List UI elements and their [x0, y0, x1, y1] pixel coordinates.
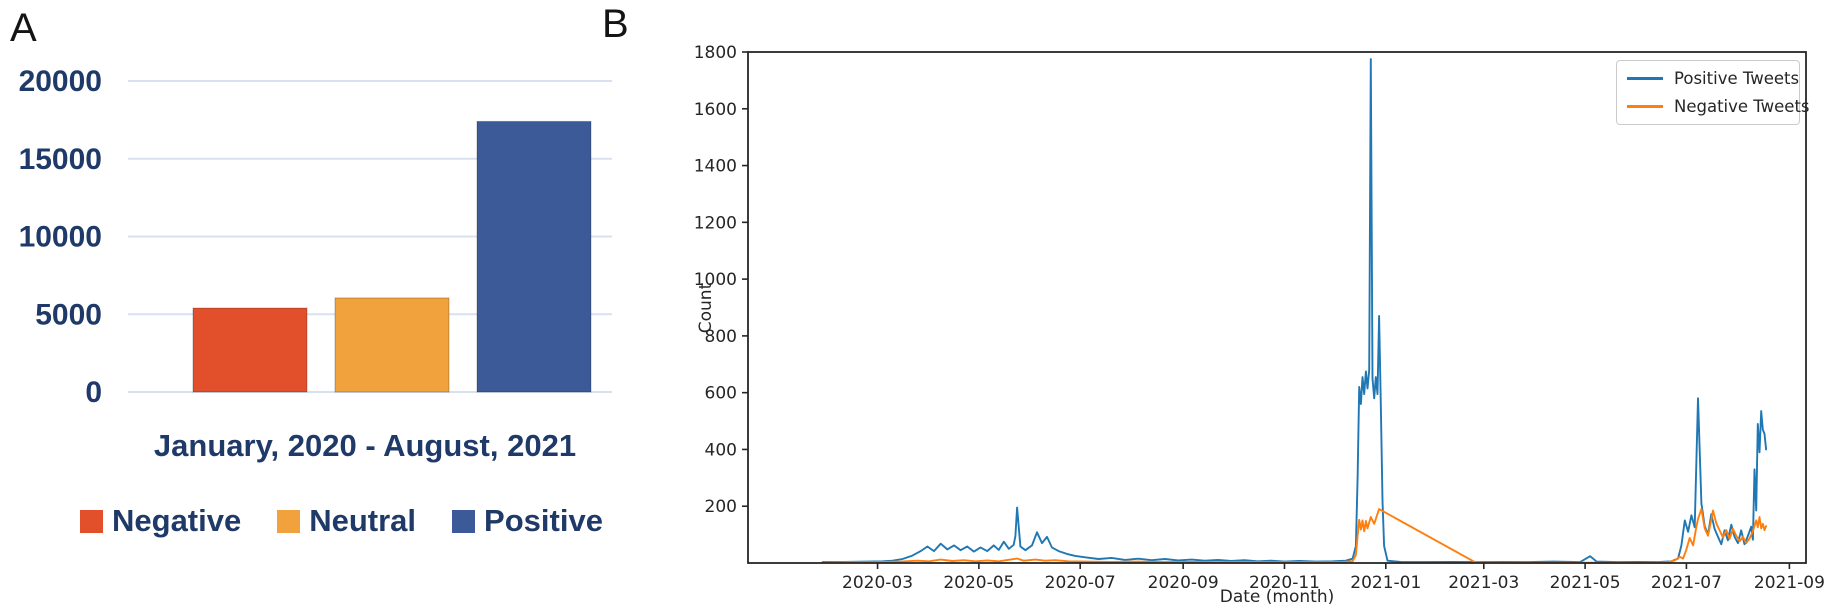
b-x-tick-label: 2021-05: [1550, 573, 1621, 593]
b-y-tick-label: 600: [705, 384, 737, 404]
positive-swatch-icon: [452, 509, 476, 533]
a-y-tick-label: 5000: [35, 298, 102, 331]
a-bar: [476, 120, 592, 393]
b-x-tick-label: 2021-09: [1754, 573, 1825, 593]
b-series-line-1: [821, 508, 1768, 564]
b-x-tick-label: 2021-01: [1350, 573, 1421, 593]
a-y-tick-label: 20000: [19, 65, 102, 98]
b-x-tick-label: 2020-11: [1249, 573, 1320, 593]
b-y-tick-label: 1400: [694, 157, 737, 177]
panel-a-x-axis-title: January, 2020 - August, 2021: [153, 428, 577, 463]
negative-tweets-line-icon: [1627, 105, 1663, 108]
panel-a-legend: Negative Neutral Positive: [80, 503, 620, 539]
a-bar: [192, 307, 308, 393]
legend-label-positive-tweets: Positive Tweets: [1674, 69, 1800, 88]
legend-label-negative-tweets: Negative Tweets: [1674, 97, 1810, 116]
b-y-tick-label: 800: [705, 327, 737, 347]
positive-tweets-line-icon: [1627, 77, 1663, 80]
legend-label-negative: Negative: [112, 503, 242, 538]
panel-b-x-axis-title: Date (month): [1219, 587, 1335, 607]
b-y-tick-label: 1000: [694, 270, 737, 290]
a-y-tick-label: 10000: [19, 221, 102, 254]
negative-swatch-icon: [80, 509, 103, 533]
b-series-line-0: [821, 58, 1768, 564]
a-y-tick-label: 15000: [19, 143, 102, 176]
legend-item-negative-tweets: Negative Tweets: [1627, 97, 1810, 116]
b-y-tick-label: 1800: [694, 43, 737, 63]
b-y-tick-label: 1200: [694, 213, 737, 233]
legend-item-negative: Negative: [80, 503, 241, 539]
legend-label-neutral: Neutral: [309, 503, 417, 538]
b-plot-frame: [747, 51, 1807, 564]
neutral-swatch-icon: [277, 509, 301, 533]
legend-item-positive-tweets: Positive Tweets: [1627, 69, 1799, 88]
legend-item-positive: Positive: [452, 503, 603, 539]
panel-b-y-axis-title: Count: [696, 282, 716, 334]
b-x-tick-label: 2020-07: [1045, 573, 1116, 593]
legend-label-positive: Positive: [484, 503, 603, 538]
b-x-tick-label: 2020-09: [1148, 573, 1219, 593]
a-y-tick-label: 0: [85, 376, 102, 409]
panel-a-label: A: [10, 6, 37, 50]
a-bar: [334, 297, 450, 393]
b-y-tick-label: 200: [705, 497, 737, 517]
b-x-tick-label: 2020-05: [943, 573, 1014, 593]
b-y-tick-label: 400: [705, 440, 737, 460]
b-y-tick-label: 1600: [694, 100, 737, 120]
b-x-tick-label: 2020-03: [842, 573, 913, 593]
b-x-tick-label: 2021-07: [1651, 573, 1722, 593]
legend-item-neutral: Neutral: [277, 503, 416, 539]
b-x-tick-label: 2021-03: [1448, 573, 1519, 593]
panel-b-label: B: [602, 2, 629, 46]
panel-b-legend: Positive Tweets Negative Tweets: [1616, 60, 1810, 125]
